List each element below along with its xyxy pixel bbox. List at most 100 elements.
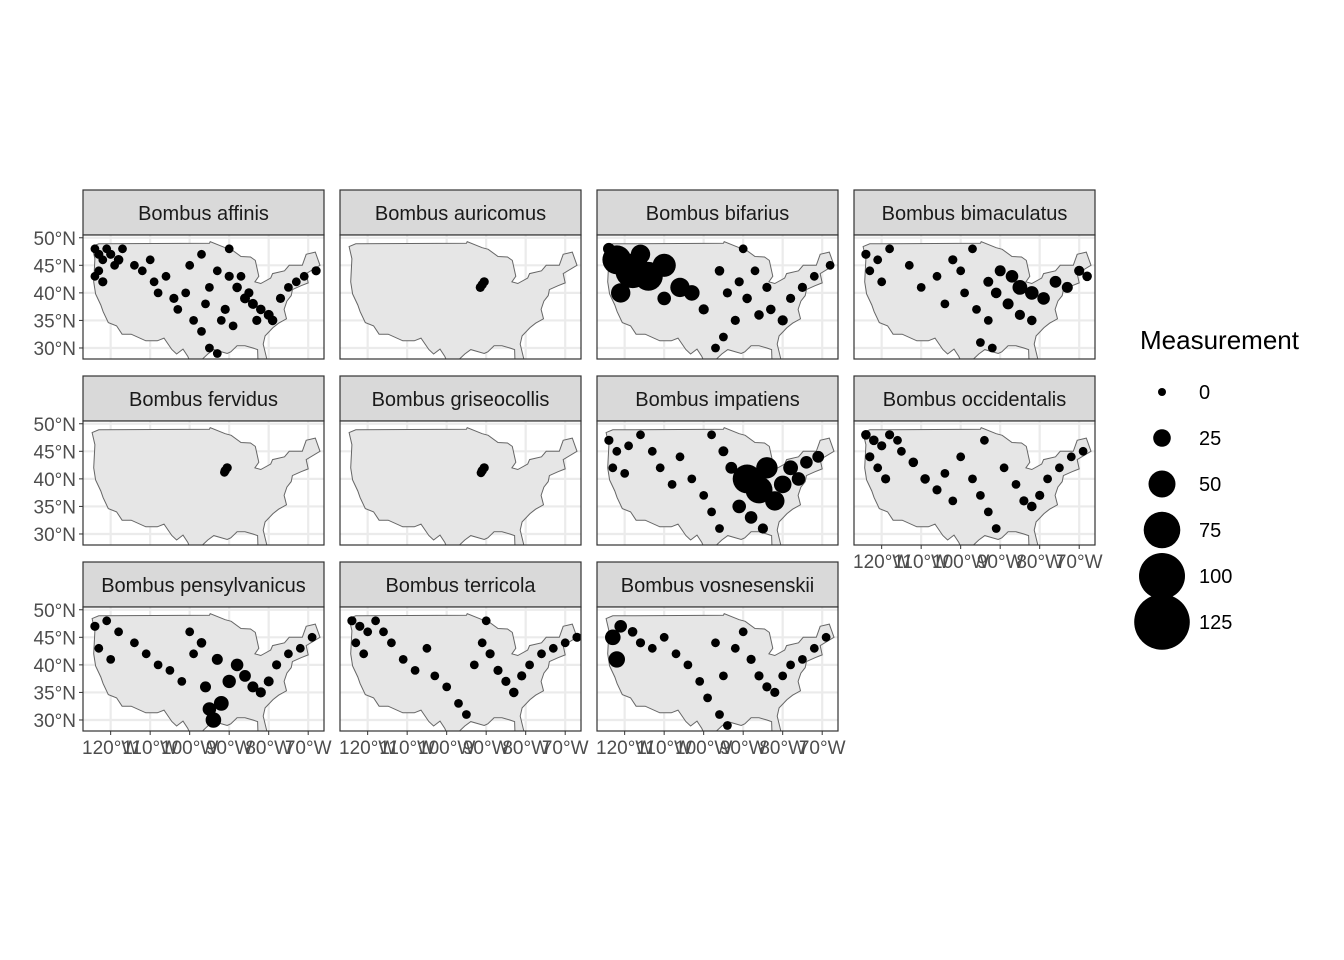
occurrence-point (197, 327, 206, 336)
y-tick-label: 40°N (34, 284, 76, 305)
occurrence-point (916, 283, 926, 292)
facet-strip (339, 375, 582, 422)
occurrence-point (885, 244, 894, 254)
x-tick-label: 70°W (285, 738, 332, 759)
occurrence-point (647, 446, 657, 456)
facet-label: Bombus impatiens (635, 389, 800, 411)
occurrence-point (398, 655, 408, 664)
occurrence-point (272, 660, 282, 670)
occurrence-point (1012, 280, 1028, 295)
panel-border (339, 606, 582, 732)
y-tick-label: 35°N (34, 497, 76, 518)
panel-border (339, 420, 582, 546)
occurrence-point (932, 271, 942, 281)
x-tick-label: 120°W (339, 738, 396, 759)
occurrence-point (130, 638, 139, 648)
occurrence-point (239, 670, 251, 682)
facet-panels: Bombus affinis50°N45°N40°N35°N30°NBombus… (34, 189, 1103, 759)
occurrence-point (719, 332, 728, 342)
occurrence-point (972, 305, 981, 314)
occurrence-point (181, 288, 191, 298)
occurrence-point (711, 343, 720, 353)
legend-label: 100 (1199, 566, 1232, 588)
occurrence-point (983, 507, 993, 517)
occurrence-point (762, 682, 772, 692)
facet-panel: Bombus occidentalis 120°W110°W100°W90°W80… (853, 375, 1103, 573)
occurrence-point (189, 649, 199, 659)
facet-label: Bombus fervidus (129, 389, 278, 411)
occurrence-point (222, 674, 236, 689)
occurrence-point (738, 244, 748, 254)
occurrence-point (197, 249, 206, 259)
panel-border (82, 234, 325, 360)
y-tick-label: 50°N (34, 229, 76, 250)
facet-panel: Bombus griseocollis (339, 375, 582, 546)
y-tick-label: 40°N (34, 656, 76, 677)
occurrence-point (738, 627, 748, 637)
occurrence-point (363, 627, 373, 637)
occurrence-point (630, 244, 651, 264)
occurrence-point (153, 660, 163, 670)
occurrence-point (1049, 275, 1062, 288)
occurrence-point (786, 660, 795, 670)
occurrence-point (149, 277, 159, 287)
facet-panel: Bombus bimaculatus (853, 189, 1096, 360)
x-tick-label: 100°W (418, 738, 475, 759)
x-tick-label: 120°W (596, 738, 653, 759)
occurrence-point (655, 463, 665, 473)
occurrence-point (205, 343, 214, 353)
occurrence-point (821, 632, 831, 642)
occurrence-point (976, 338, 985, 347)
x-tick-label: 120°W (853, 552, 910, 573)
occurrence-point (106, 655, 116, 664)
usa-outline (348, 612, 578, 731)
occurrence-point (177, 677, 187, 686)
occurrence-point (371, 616, 380, 626)
occurrence-point (719, 671, 728, 681)
occurrence-point (1035, 490, 1045, 500)
y-tick-label: 45°N (34, 628, 76, 649)
occurrence-point (778, 671, 788, 681)
occurrence-point (904, 260, 914, 270)
occurrence-point (228, 321, 238, 331)
occurrence-point (723, 721, 732, 730)
occurrence-point (410, 666, 420, 675)
panel-border (82, 606, 325, 732)
occurrence-point (757, 523, 769, 534)
occurrence-point (812, 450, 825, 463)
occurrence-point (730, 643, 740, 653)
occurrence-point (311, 266, 321, 276)
occurrence-point (956, 452, 966, 462)
facet-strip (82, 375, 325, 422)
facet-strip (596, 375, 839, 422)
occurrence-point (746, 654, 756, 665)
panel-border (339, 234, 582, 360)
facet-label: Bombus vosnesenskii (621, 575, 814, 597)
facet-panel: Bombus vosnesenskii 120°W110°W100°W90°W80… (596, 561, 846, 759)
occurrence-point (517, 671, 527, 681)
occurrence-point (777, 315, 788, 326)
facet-panel: Bombus terricola 120°W110°W100°W90°W80°W7… (339, 561, 589, 759)
occurrence-point (968, 474, 977, 484)
occurrence-point (744, 511, 758, 524)
occurrence-point (614, 620, 627, 633)
occurrence-point (991, 524, 1001, 533)
occurrence-point (477, 638, 487, 648)
occurrence-point (711, 638, 720, 648)
occurrence-point (476, 468, 486, 478)
occurrence-point (786, 293, 796, 303)
legend-key (1139, 553, 1185, 599)
y-tick-label: 45°N (34, 442, 76, 463)
panel-border (853, 234, 1096, 360)
usa-outline (348, 240, 578, 359)
occurrence-point (791, 472, 806, 486)
occurrence-point (635, 638, 646, 648)
occurrence-point (1061, 281, 1073, 293)
x-tick-label: 70°W (799, 738, 846, 759)
occurrence-point (624, 441, 633, 451)
occurrence-point (185, 260, 195, 270)
occurrence-point (1043, 474, 1052, 484)
occurrence-point (220, 304, 230, 314)
y-tick-label: 50°N (34, 415, 76, 436)
legend-label: 25 (1199, 428, 1221, 450)
